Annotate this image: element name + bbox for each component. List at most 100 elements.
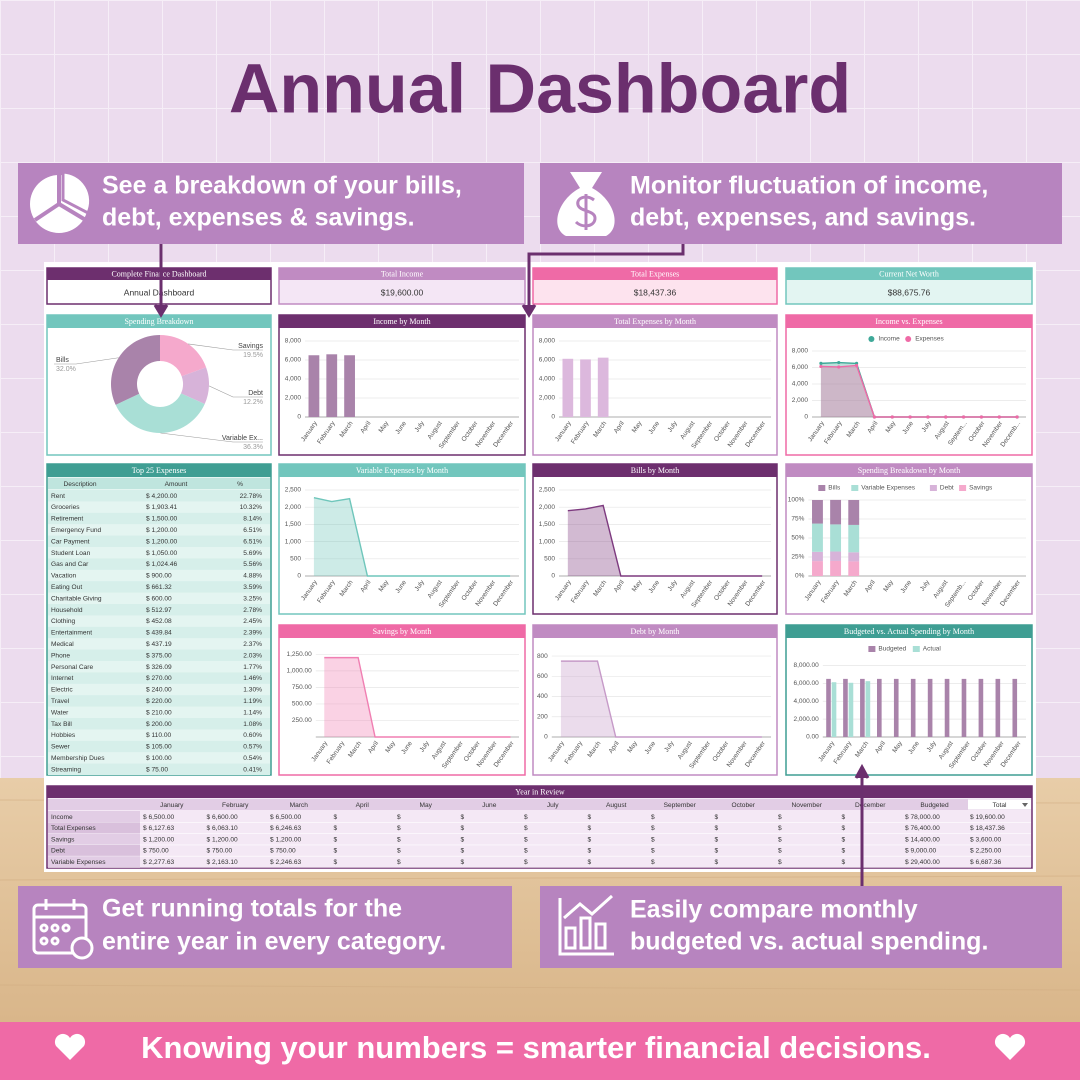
bar-segment [830, 524, 842, 552]
chart-title-bar [533, 464, 777, 477]
legend-label: Expenses [915, 336, 944, 343]
legend-label: Budgeted [878, 646, 906, 653]
table-cell: Internet [51, 675, 74, 682]
table-cell: $ [715, 859, 719, 866]
table-cell: Groceries [51, 504, 80, 511]
table-cell: 5.69% [243, 550, 262, 557]
table-row-band [48, 512, 270, 525]
legend-marker [818, 485, 826, 491]
table-cell: $ [524, 848, 528, 855]
table-cell: $ [461, 814, 465, 821]
calendar-icon [32, 899, 94, 960]
table-cell: $ [334, 859, 338, 866]
table-cell: $ [524, 859, 528, 866]
column-header: August [606, 802, 627, 809]
table-cell: $ 75.00 [146, 766, 168, 773]
chart-title-bar [279, 315, 525, 328]
column-header: January [160, 802, 184, 809]
table-cell: $ 1,200.00 [146, 527, 177, 534]
table-cell: $ 452.08 [146, 618, 172, 625]
y-tick-label: 200 [537, 713, 548, 720]
chart-panel [532, 463, 778, 615]
legend-label: Actual [923, 646, 942, 653]
table-cell: $ 270.00 [146, 675, 172, 682]
y-tick-label: 4,000 [539, 376, 556, 383]
table-cell: Rent [51, 493, 65, 500]
table-cell: 2.45% [243, 618, 262, 625]
table-cell: $ [842, 825, 846, 832]
callout-text: Monitor fluctuation of income, [630, 172, 988, 200]
line [560, 660, 762, 738]
table-cell: $ [778, 825, 782, 832]
bar [978, 678, 984, 737]
table-cell: $ [842, 859, 846, 866]
chart-title: Debt by Month [631, 627, 680, 636]
y-tick-label: 1,250.00 [286, 651, 312, 658]
table-cell: 0.54% [243, 755, 262, 762]
y-tick-label: 6,000 [539, 357, 556, 364]
table-cell: $ [778, 836, 782, 843]
line [324, 656, 511, 738]
table-cell: $ 1,024.46 [146, 561, 177, 568]
y-tick-label: 25% [791, 554, 804, 561]
table-cell: Travel [51, 698, 70, 705]
card-value: Annual Dashboard [124, 287, 195, 297]
table-cell: 2.03% [243, 652, 262, 659]
table-cell: $ [524, 814, 528, 821]
y-tick-label: 2,500 [285, 487, 302, 494]
bar [308, 355, 320, 417]
table-cell: 5.56% [243, 561, 262, 568]
y-tick-label: 600 [537, 673, 548, 680]
pie-slice [110, 335, 160, 405]
chart-title-bar [533, 315, 777, 328]
chart-panel [278, 314, 526, 456]
table-cell: $ [651, 825, 655, 832]
table-cell: Gas and Car [51, 561, 89, 568]
y-tick-label: 500.00 [292, 701, 312, 708]
table-cell: Streaming [51, 766, 81, 773]
pie-label: Debt [248, 390, 263, 397]
table-cell: $ 437.19 [146, 641, 172, 648]
table-cell: $ 1,500.00 [146, 516, 177, 523]
pie-icon [30, 170, 93, 233]
table-cell: $ 6,600.00 [207, 814, 238, 821]
pie-label: Bills [56, 357, 69, 364]
area-fill [820, 362, 1018, 417]
row-label: Debt [51, 848, 65, 855]
row-label: Variable Expenses [51, 859, 106, 866]
y-tick-label: 500 [290, 556, 301, 563]
table-cell: 1.19% [243, 698, 262, 705]
table-row-band [48, 558, 270, 570]
table-cell: $ 6,127.63 [143, 825, 174, 832]
table-cell: Clothing [51, 618, 76, 625]
table-cell: $ 1,200.00 [146, 538, 177, 545]
table-cell: $ [842, 814, 846, 821]
legend-label: Debt [940, 485, 954, 492]
table-cell: $ [334, 848, 338, 855]
table-cell: $ [461, 825, 465, 832]
y-tick-label: 1,000 [539, 538, 556, 545]
point [908, 415, 912, 419]
chart-title-bar [786, 315, 1032, 328]
chart-title-bar [279, 464, 525, 477]
table-cell: $ [715, 814, 719, 821]
table-row-band [48, 490, 270, 502]
row-label-cell [48, 822, 140, 834]
table-cell: $ [778, 848, 782, 855]
chart-title-bar [533, 625, 777, 638]
point [890, 415, 894, 419]
table-cell: $ 4,200.00 [146, 493, 177, 500]
footer-band [0, 1022, 1080, 1080]
table-cell: Entertainment [51, 630, 92, 637]
y-tick-label: 1,000.00 [286, 668, 312, 675]
table-cell: $ 105.00 [146, 744, 172, 751]
table-cell: $ [461, 859, 465, 866]
chart-title: Savings by Month [373, 627, 432, 636]
y-tick-label: 0 [551, 573, 555, 580]
money-bag-icon [557, 172, 615, 236]
pie-label: Variable Ex... [222, 435, 263, 442]
table-cell: 2.37% [243, 641, 262, 648]
table-cell: $ 2,246.63 [270, 859, 301, 866]
table-row-band [48, 695, 270, 707]
line [313, 496, 511, 577]
